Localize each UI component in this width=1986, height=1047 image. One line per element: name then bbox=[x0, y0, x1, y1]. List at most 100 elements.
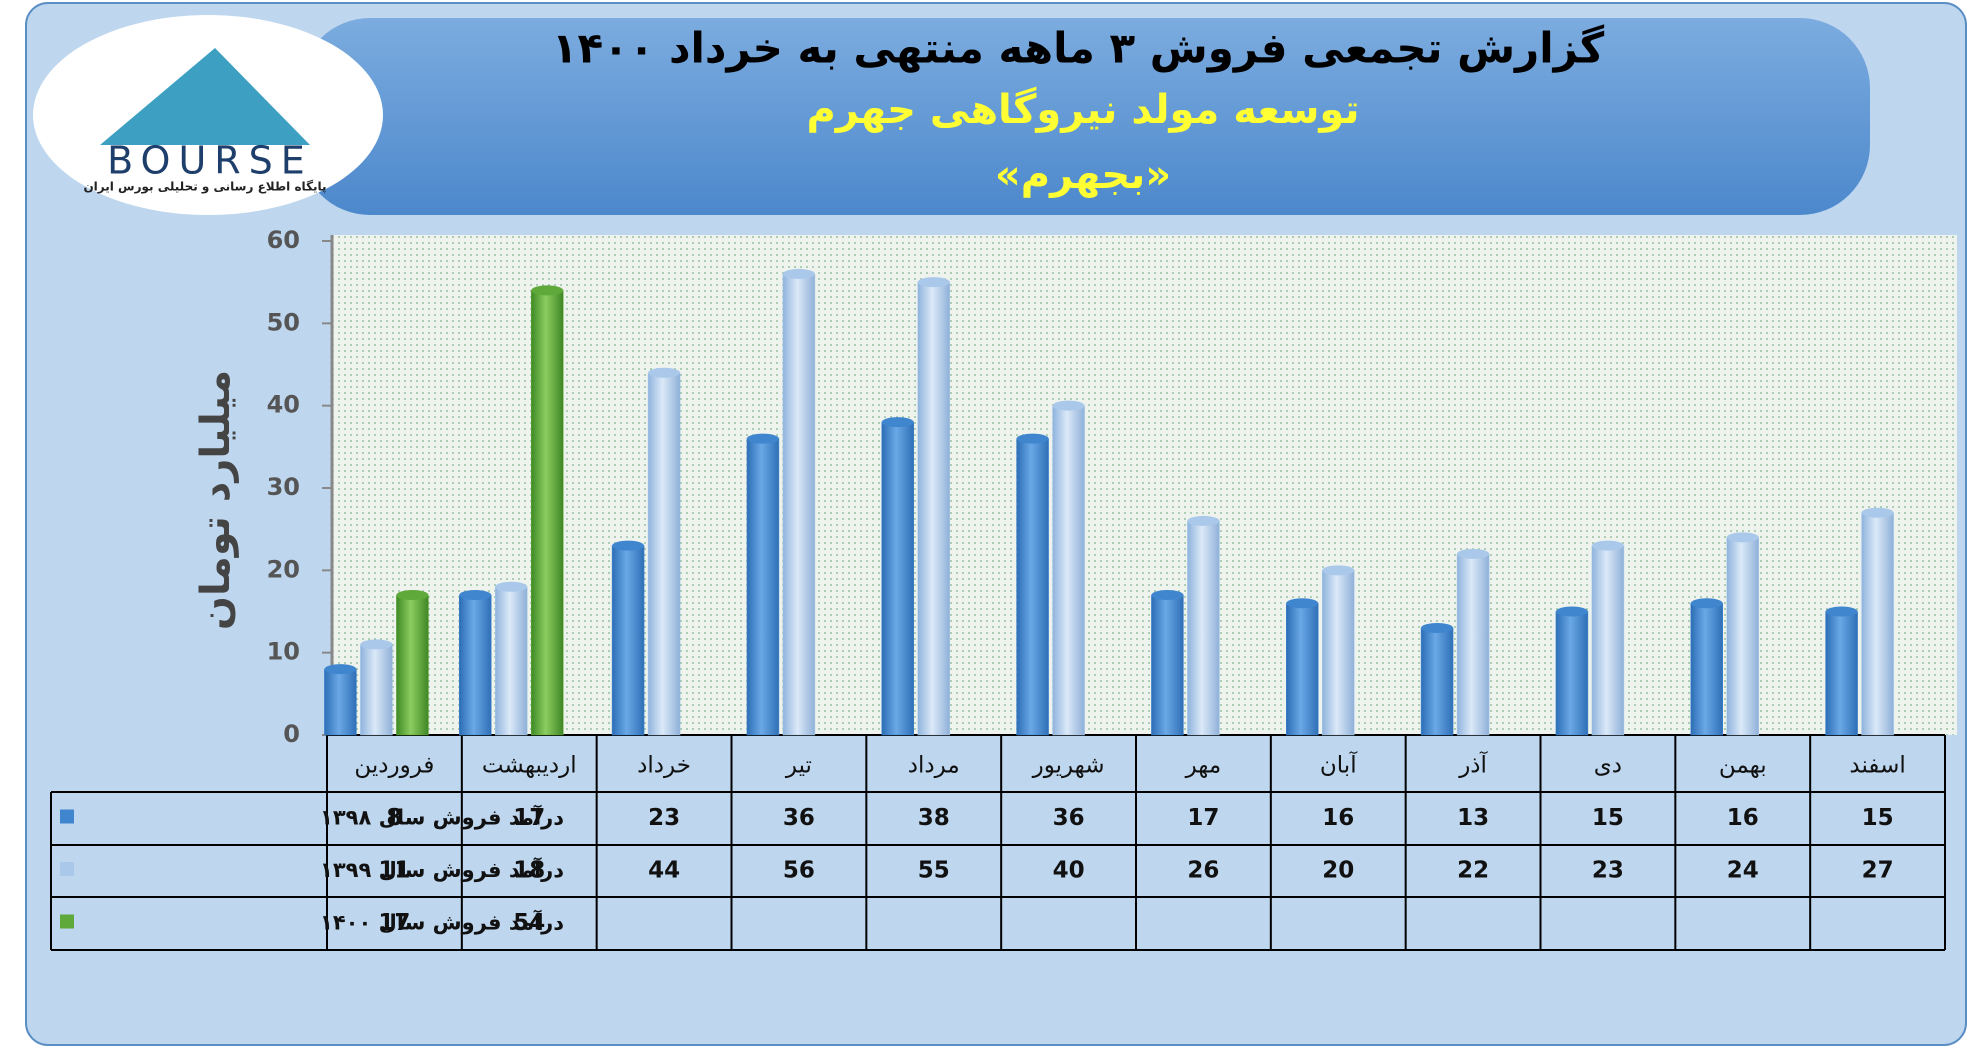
bar-cap bbox=[324, 664, 357, 675]
x-tick-label: اسفند bbox=[1849, 753, 1905, 779]
table-value: 18 bbox=[513, 858, 545, 884]
table-value: 16 bbox=[1322, 805, 1354, 831]
x-tick-label: دی bbox=[1594, 753, 1622, 779]
bar bbox=[881, 421, 914, 736]
bar-cap bbox=[396, 590, 429, 601]
bar bbox=[324, 668, 357, 736]
table-value: 17 bbox=[513, 805, 545, 831]
plot-area bbox=[332, 235, 1957, 735]
bar bbox=[396, 594, 429, 736]
y-tick-label: 0 bbox=[283, 720, 300, 748]
table-value: 24 bbox=[1727, 858, 1759, 884]
x-tick-label: اردیبهشت bbox=[482, 753, 577, 779]
table-value: 56 bbox=[783, 858, 815, 884]
symbol: «بجهرم» bbox=[995, 152, 1171, 198]
chart-title: گزارش تجمعی فروش ۳ ماهه منتهی به خرداد ۱… bbox=[552, 24, 1605, 74]
bar bbox=[1322, 570, 1355, 736]
bar bbox=[782, 273, 816, 736]
bar-cap bbox=[917, 277, 950, 288]
legend-swatch bbox=[60, 809, 74, 824]
x-tick-label: خرداد bbox=[637, 753, 691, 779]
y-tick-label: 10 bbox=[267, 638, 300, 666]
bar-cap bbox=[1690, 598, 1723, 609]
bar-cap bbox=[1726, 532, 1759, 543]
y-tick-label: 30 bbox=[267, 473, 300, 501]
header-box bbox=[300, 18, 1870, 215]
table-value: 20 bbox=[1322, 858, 1354, 884]
bar-cap bbox=[531, 285, 564, 296]
bar-cap bbox=[360, 639, 393, 650]
table-value: 17 bbox=[378, 910, 410, 936]
table-value: 16 bbox=[1727, 805, 1759, 831]
table-value: 26 bbox=[1187, 858, 1219, 884]
bar-cap bbox=[459, 590, 492, 601]
table-value: 54 bbox=[513, 910, 545, 936]
logo-icon bbox=[100, 48, 310, 145]
table-value: 44 bbox=[648, 858, 680, 884]
x-tick-label: بهمن bbox=[1719, 753, 1767, 779]
x-tick-label: مرداد bbox=[908, 753, 960, 779]
y-tick-label: 40 bbox=[267, 391, 300, 419]
bar bbox=[495, 586, 528, 736]
bar bbox=[917, 281, 950, 736]
bar bbox=[1456, 553, 1490, 736]
table-value: 15 bbox=[1592, 805, 1624, 831]
bar bbox=[647, 372, 681, 736]
bar-cap bbox=[1016, 433, 1049, 444]
bar-cap bbox=[648, 367, 681, 378]
table-value: 23 bbox=[1592, 858, 1624, 884]
y-axis-label: میلیارد تومان bbox=[193, 370, 239, 630]
legend-label: درآمد فروش سال ۱۳۹۸ bbox=[320, 805, 564, 830]
table-value: 36 bbox=[1053, 805, 1085, 831]
bar-cap bbox=[1322, 565, 1355, 576]
bar-cap bbox=[1052, 400, 1085, 411]
bar-cap bbox=[1151, 590, 1184, 601]
x-tick-label: مهر bbox=[1185, 753, 1222, 779]
bar bbox=[1690, 603, 1723, 736]
bar bbox=[611, 545, 645, 736]
table-value: 36 bbox=[783, 805, 815, 831]
bar-cap bbox=[1591, 540, 1624, 551]
table-value: 22 bbox=[1457, 858, 1489, 884]
bar bbox=[1420, 627, 1454, 736]
legend-swatch bbox=[60, 862, 74, 876]
bar-cap bbox=[782, 268, 815, 279]
table-value: 11 bbox=[378, 858, 410, 884]
legend-swatch bbox=[60, 914, 74, 929]
y-tick-label: 50 bbox=[267, 308, 300, 336]
table-value: 55 bbox=[918, 858, 950, 884]
table-value: 27 bbox=[1862, 858, 1894, 884]
bar bbox=[1151, 594, 1184, 736]
bar bbox=[459, 594, 492, 736]
x-tick-label: آبان bbox=[1320, 751, 1358, 779]
bar bbox=[1825, 611, 1858, 736]
bar bbox=[1187, 520, 1220, 736]
bar bbox=[1726, 537, 1759, 736]
bar bbox=[531, 290, 564, 736]
table-value: 8 bbox=[386, 805, 402, 831]
chart-subtitle: توسعه مولد نیروگاهی جهرم bbox=[806, 86, 1359, 133]
bar bbox=[360, 644, 393, 736]
bar bbox=[1052, 405, 1085, 736]
x-tick-label: تیر bbox=[785, 753, 812, 779]
bar bbox=[1555, 611, 1589, 736]
y-tick-label: 20 bbox=[267, 555, 300, 583]
bar bbox=[1591, 545, 1625, 736]
legend-label: درآمد فروش سال ۱۳۹۹ bbox=[320, 857, 564, 882]
bar bbox=[1016, 438, 1049, 736]
x-tick-label: فروردین bbox=[354, 753, 434, 779]
table-value: 40 bbox=[1053, 858, 1085, 884]
bar bbox=[1286, 603, 1319, 736]
bar-cap bbox=[1825, 606, 1858, 617]
bar-cap bbox=[1187, 515, 1220, 526]
bar-cap bbox=[1457, 548, 1490, 559]
logo-tagline: پایگاه اطلاع رسانی و تحلیلی بورس ایران bbox=[83, 180, 326, 195]
bar-cap bbox=[495, 581, 528, 592]
bar-cap bbox=[1286, 598, 1319, 609]
bar-cap bbox=[1555, 606, 1588, 617]
table-value: 15 bbox=[1862, 805, 1894, 831]
legend-label: درآمد فروش سال ۱۴۰۰ bbox=[320, 910, 564, 935]
bar bbox=[746, 438, 780, 736]
x-tick-label: آذر bbox=[1458, 751, 1488, 779]
